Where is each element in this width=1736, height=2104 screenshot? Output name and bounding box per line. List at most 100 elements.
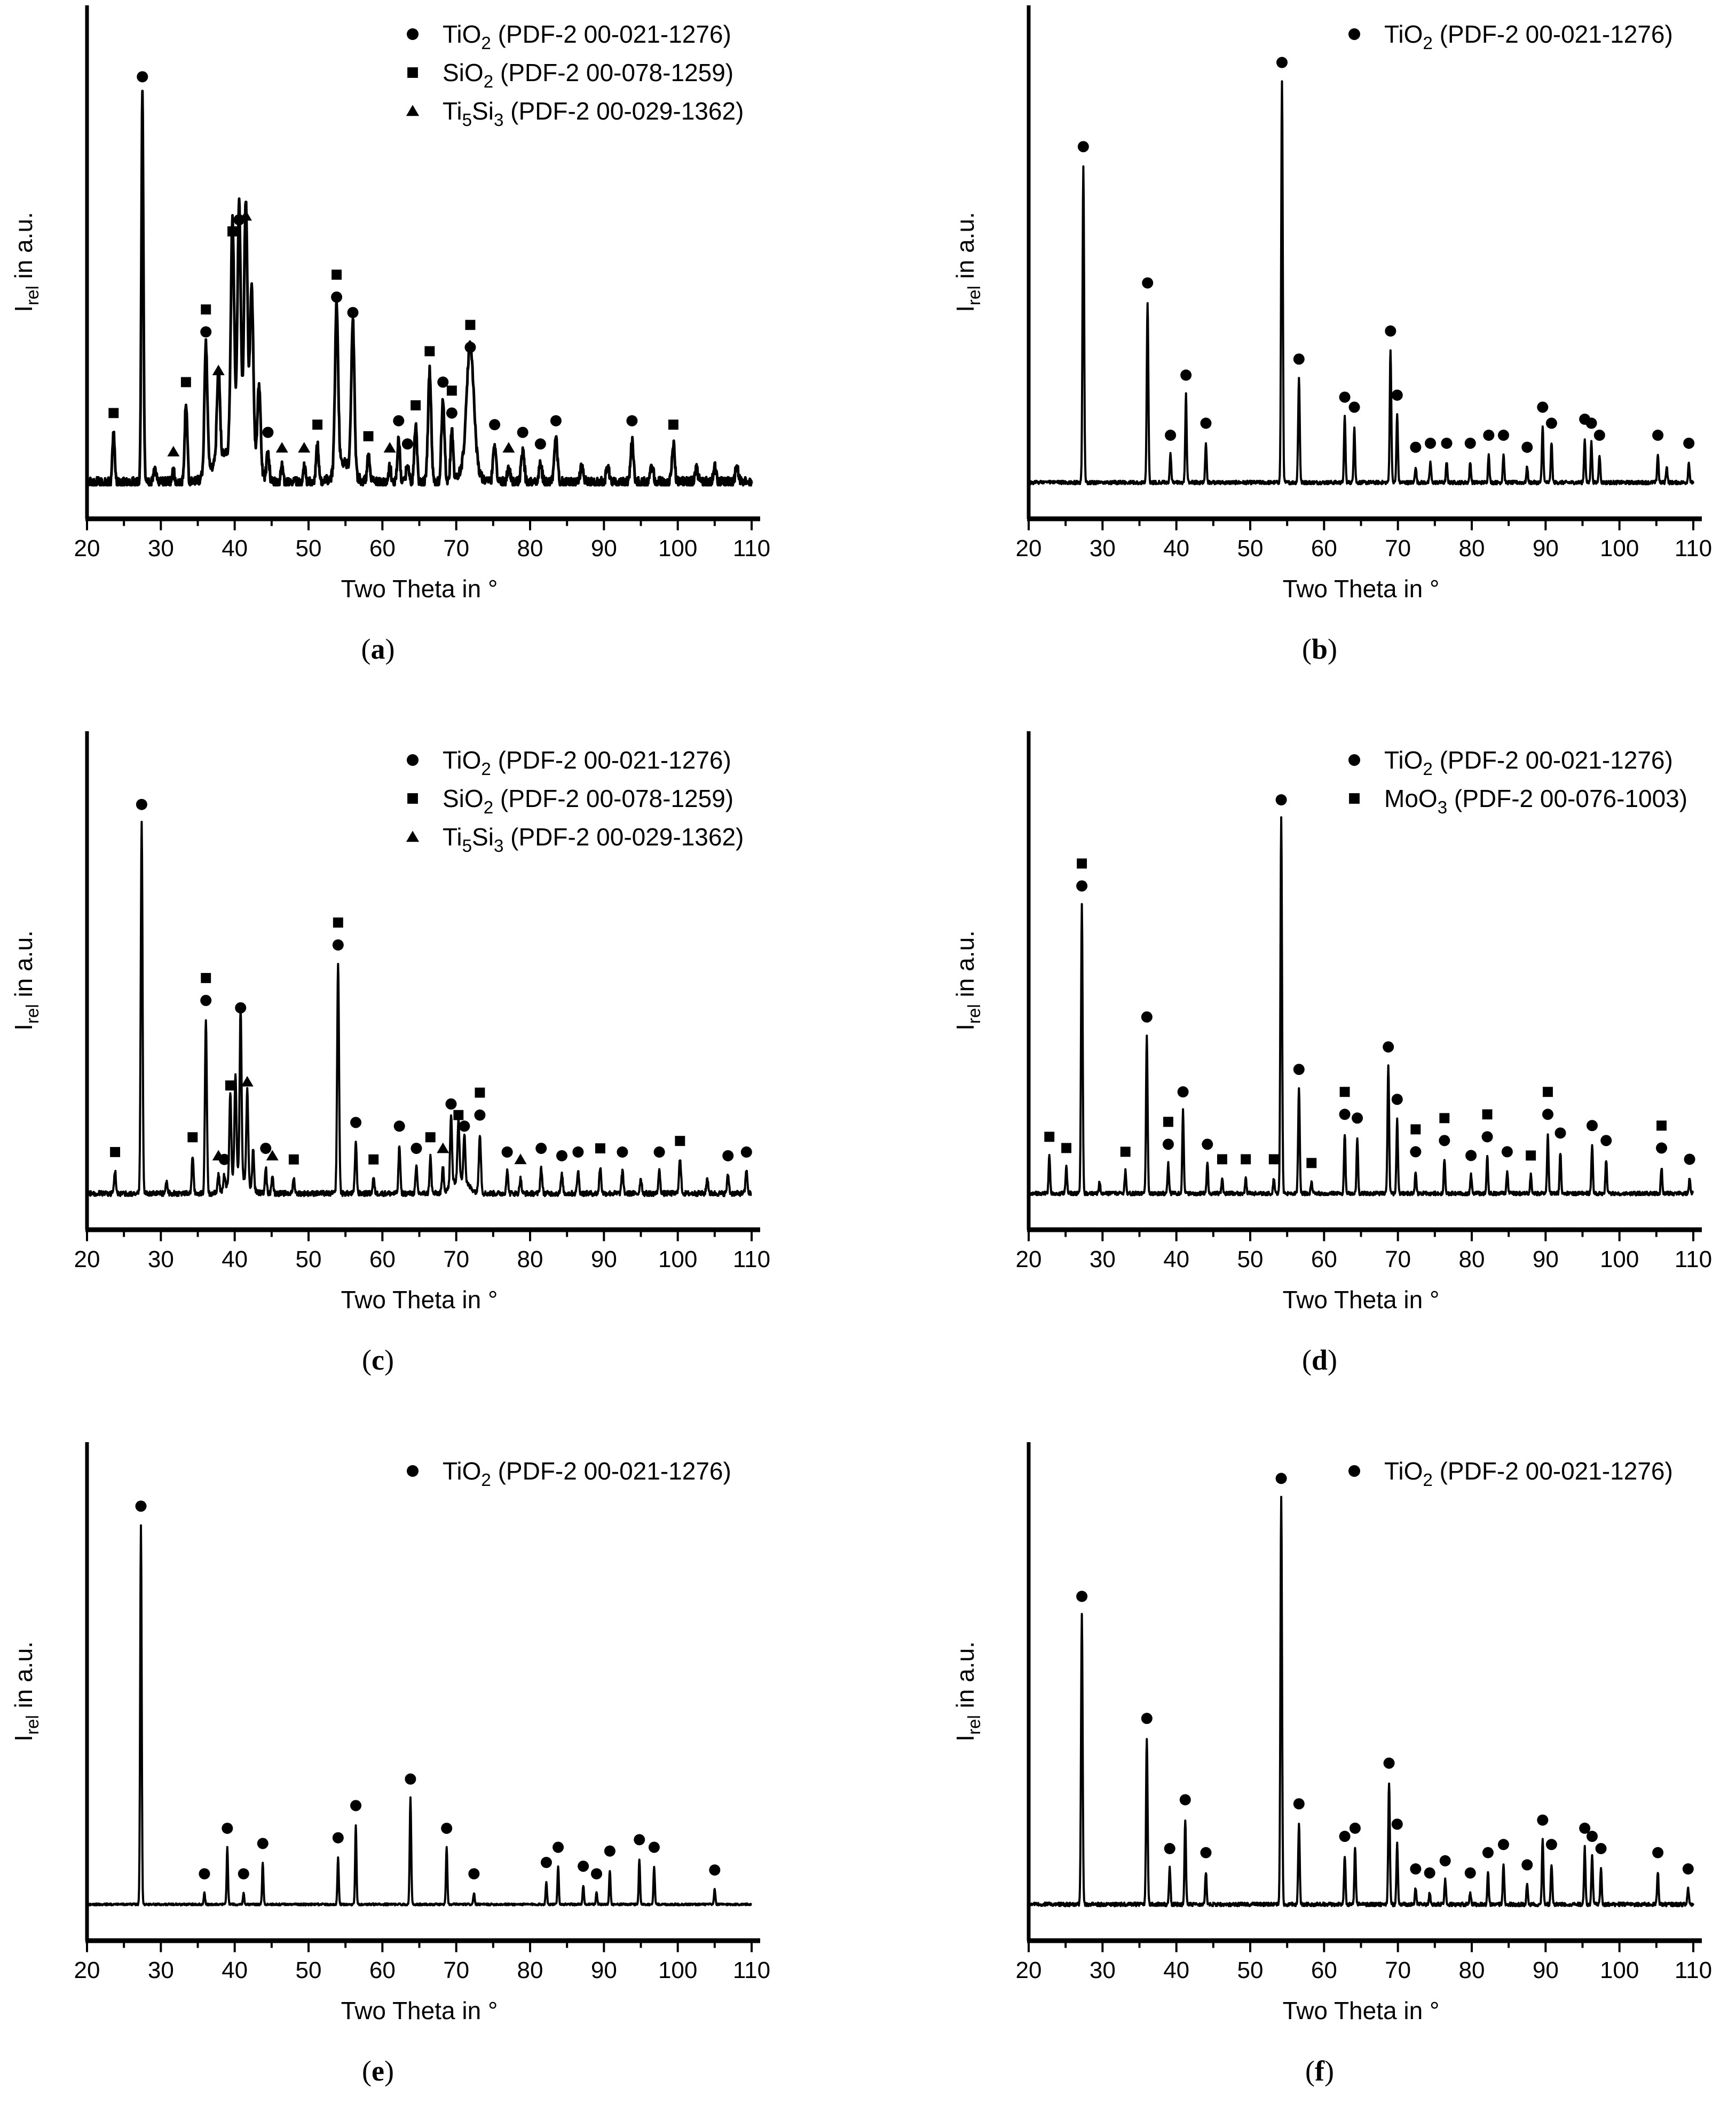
circle-marker-icon bbox=[350, 1800, 362, 1812]
circle-marker-icon bbox=[1339, 391, 1351, 403]
square-marker-icon bbox=[668, 420, 678, 430]
square-marker-icon bbox=[1410, 1124, 1421, 1135]
x-axis-title: Two Theta in ° bbox=[341, 1286, 498, 1314]
circle-marker-icon bbox=[332, 939, 344, 951]
circle-marker-icon bbox=[1164, 1842, 1175, 1854]
circle-marker-icon bbox=[1521, 1859, 1533, 1871]
circle-marker-icon bbox=[1293, 1064, 1305, 1075]
circle-marker-icon bbox=[501, 1146, 513, 1158]
square-marker-icon bbox=[187, 1132, 198, 1143]
square-marker-icon bbox=[368, 1154, 379, 1165]
x-tick-label: 80 bbox=[1459, 535, 1485, 561]
x-tick-label: 80 bbox=[517, 1246, 543, 1272]
xrd-curve bbox=[1028, 816, 1694, 1197]
triangle-marker-icon bbox=[212, 365, 225, 376]
x-tick-label: 110 bbox=[1675, 535, 1712, 561]
xrd-curve bbox=[86, 820, 753, 1197]
x-tick-label: 20 bbox=[1016, 1246, 1042, 1272]
x-tick-label: 70 bbox=[1385, 1246, 1411, 1272]
x-tick-label: 70 bbox=[443, 1246, 469, 1272]
circle-marker-icon bbox=[1441, 437, 1453, 449]
legend-label: TiO2 (PDF-2 00-021-1276) bbox=[443, 1457, 731, 1490]
circle-marker-icon bbox=[1202, 1138, 1213, 1150]
circle-marker-icon bbox=[445, 1098, 457, 1110]
circle-marker-icon bbox=[1200, 417, 1212, 429]
square-marker-icon bbox=[1482, 1109, 1493, 1120]
circle-marker-icon bbox=[1391, 1094, 1403, 1105]
circle-marker-icon bbox=[653, 1146, 665, 1158]
circle-marker-icon bbox=[1348, 28, 1360, 40]
circle-marker-icon bbox=[572, 1146, 584, 1158]
square-marker-icon bbox=[110, 1146, 121, 1157]
y-axis-title: Irel in a.u. bbox=[10, 1641, 43, 1742]
square-marker-icon bbox=[1163, 1117, 1173, 1127]
legend-label: TiO2 (PDF-2 00-021-1276) bbox=[1384, 20, 1673, 53]
circle-marker-icon bbox=[1177, 1086, 1189, 1098]
square-marker-icon bbox=[1120, 1146, 1131, 1157]
circle-marker-icon bbox=[407, 28, 419, 40]
circle-marker-icon bbox=[1537, 401, 1549, 413]
circle-marker-icon bbox=[350, 1117, 362, 1128]
circle-marker-icon bbox=[1656, 1142, 1668, 1154]
x-tick-label: 30 bbox=[148, 1957, 174, 1983]
x-axis-title: Two Theta in ° bbox=[1283, 1286, 1440, 1314]
circle-marker-icon bbox=[1483, 429, 1495, 441]
square-marker-icon bbox=[1217, 1154, 1227, 1165]
x-tick-label: 100 bbox=[658, 535, 697, 561]
circle-marker-icon bbox=[401, 438, 413, 450]
x-tick-label: 50 bbox=[1237, 1957, 1264, 1983]
square-marker-icon bbox=[1077, 858, 1087, 869]
x-tick-label: 40 bbox=[222, 1246, 248, 1272]
square-marker-icon bbox=[453, 1110, 464, 1120]
triangle-marker-icon bbox=[406, 830, 420, 842]
square-marker-icon bbox=[675, 1136, 685, 1146]
legend-entry: TiO2 (PDF-2 00-021-1276) bbox=[1348, 20, 1673, 53]
triangle-marker-icon bbox=[266, 1150, 279, 1161]
x-tick-label: 110 bbox=[733, 1246, 770, 1272]
x-axis-title: Two Theta in ° bbox=[1283, 1997, 1440, 2024]
x-tick-label: 40 bbox=[222, 535, 248, 561]
circle-marker-icon bbox=[199, 1868, 210, 1880]
circle-marker-icon bbox=[1684, 1153, 1695, 1165]
circle-marker-icon bbox=[1141, 1011, 1153, 1023]
x-tick-label: 100 bbox=[658, 1957, 697, 1983]
circle-marker-icon bbox=[1275, 794, 1287, 806]
x-tick-label: 110 bbox=[1675, 1246, 1712, 1272]
circle-marker-icon bbox=[1585, 417, 1597, 429]
circle-marker-icon bbox=[1385, 325, 1396, 337]
legend-label: SiO2 (PDF-2 00-078-1259) bbox=[443, 59, 733, 92]
circle-marker-icon bbox=[578, 1860, 589, 1872]
panel-caption: (b) bbox=[1302, 633, 1337, 665]
panel-e: 20 30 40 50 60 70 80 90 100 110 Two Theta in ° Irel… bbox=[10, 1442, 770, 2087]
legend-entry: Ti5Si3 (PDF-2 00-029-1362) bbox=[406, 823, 744, 856]
x-tick-label: 110 bbox=[1675, 1957, 1712, 1983]
square-marker-icon bbox=[180, 377, 191, 387]
x-tick-label: 40 bbox=[1163, 1957, 1189, 1983]
x-tick-label: 60 bbox=[369, 1957, 396, 1983]
circle-marker-icon bbox=[464, 342, 476, 353]
x-tick-label: 30 bbox=[1090, 535, 1116, 561]
x-axis-title: Two Theta in ° bbox=[341, 1997, 498, 2024]
legend-label: Ti5Si3 (PDF-2 00-029-1362) bbox=[443, 97, 744, 130]
y-axis-title: Irel in a.u. bbox=[951, 1641, 984, 1742]
x-tick-label: 60 bbox=[1311, 1246, 1337, 1272]
circle-marker-icon bbox=[1464, 437, 1476, 449]
legend-label: MoO3 (PDF-2 00-076-1003) bbox=[1384, 785, 1687, 818]
circle-marker-icon bbox=[1383, 1041, 1394, 1053]
legend-entry: TiO2 (PDF-2 00-021-1276) bbox=[407, 746, 731, 779]
y-axis-title: Irel in a.u. bbox=[10, 930, 43, 1031]
circle-marker-icon bbox=[393, 1120, 405, 1132]
square-marker-icon bbox=[595, 1143, 605, 1153]
circle-marker-icon bbox=[1425, 437, 1437, 449]
square-marker-icon bbox=[201, 304, 211, 315]
x-axis-title: Two Theta in ° bbox=[341, 575, 498, 603]
circle-marker-icon bbox=[235, 1002, 247, 1014]
circle-marker-icon bbox=[1352, 1112, 1363, 1124]
circle-marker-icon bbox=[262, 426, 274, 438]
legend-label: TiO2 (PDF-2 00-021-1276) bbox=[1384, 1457, 1673, 1490]
circle-marker-icon bbox=[332, 1832, 344, 1844]
square-marker-icon bbox=[411, 400, 421, 410]
circle-marker-icon bbox=[1600, 1135, 1612, 1146]
circle-marker-icon bbox=[468, 1868, 480, 1880]
circle-marker-icon bbox=[489, 419, 501, 431]
